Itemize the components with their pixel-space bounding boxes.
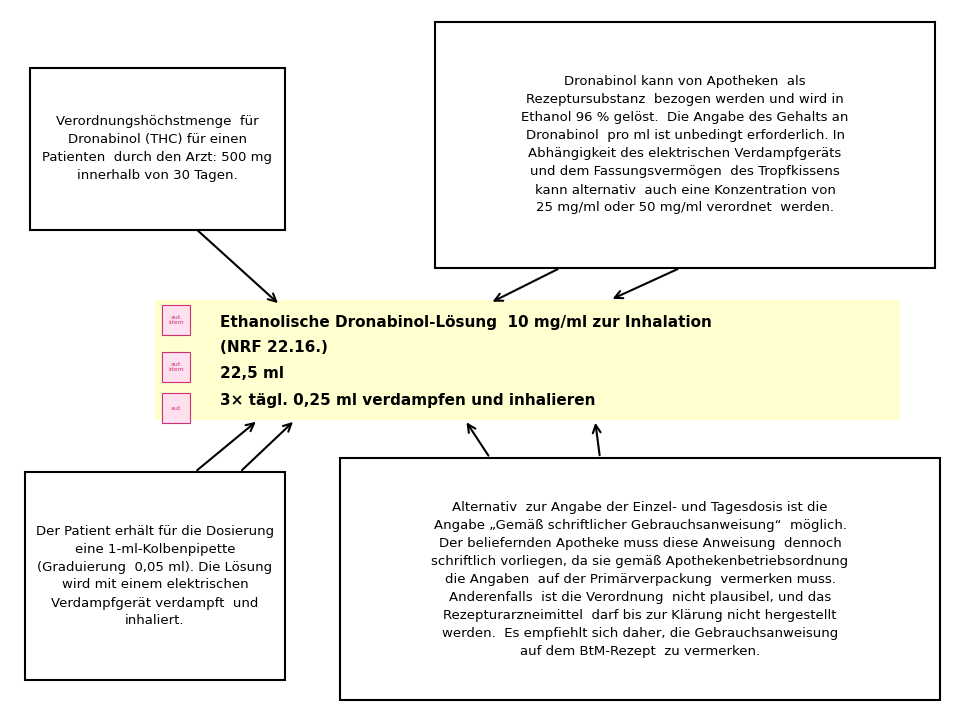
FancyBboxPatch shape bbox=[162, 305, 190, 335]
FancyBboxPatch shape bbox=[25, 472, 285, 680]
Text: Verordnungshöchstmenge  für
Dronabinol (THC) für einen
Patienten  durch den Arzt: Verordnungshöchstmenge für Dronabinol (T… bbox=[42, 115, 273, 182]
FancyBboxPatch shape bbox=[162, 393, 190, 423]
Text: Ethanolische Dronabinol-Lösung  10 mg/ml zur Inhalation: Ethanolische Dronabinol-Lösung 10 mg/ml … bbox=[220, 315, 712, 330]
FancyBboxPatch shape bbox=[435, 22, 935, 268]
Text: Alternativ  zur Angabe der Einzel- und Tagesdosis ist die
Angabe „Gemäß schriftl: Alternativ zur Angabe der Einzel- und Ta… bbox=[431, 500, 849, 657]
Text: 22,5 ml: 22,5 ml bbox=[220, 366, 284, 380]
Text: aut
idem: aut idem bbox=[168, 362, 184, 372]
Text: Der Patient erhält für die Dosierung
eine 1-ml-Kolbenpipette
(Graduierung  0,05 : Der Patient erhält für die Dosierung ein… bbox=[36, 524, 274, 628]
Text: Dronabinol kann von Apotheken  als
Rezeptursubstanz  bezogen werden und wird in
: Dronabinol kann von Apotheken als Rezept… bbox=[521, 76, 849, 215]
FancyBboxPatch shape bbox=[340, 458, 940, 700]
FancyBboxPatch shape bbox=[155, 300, 900, 420]
Text: aut
idem: aut idem bbox=[168, 315, 184, 325]
FancyBboxPatch shape bbox=[162, 352, 190, 382]
Text: 3× tägl. 0,25 ml verdampfen und inhalieren: 3× tägl. 0,25 ml verdampfen und inhalier… bbox=[220, 392, 595, 408]
Text: aut: aut bbox=[171, 405, 181, 410]
FancyBboxPatch shape bbox=[30, 68, 285, 230]
Text: (NRF 22.16.): (NRF 22.16.) bbox=[220, 341, 328, 356]
